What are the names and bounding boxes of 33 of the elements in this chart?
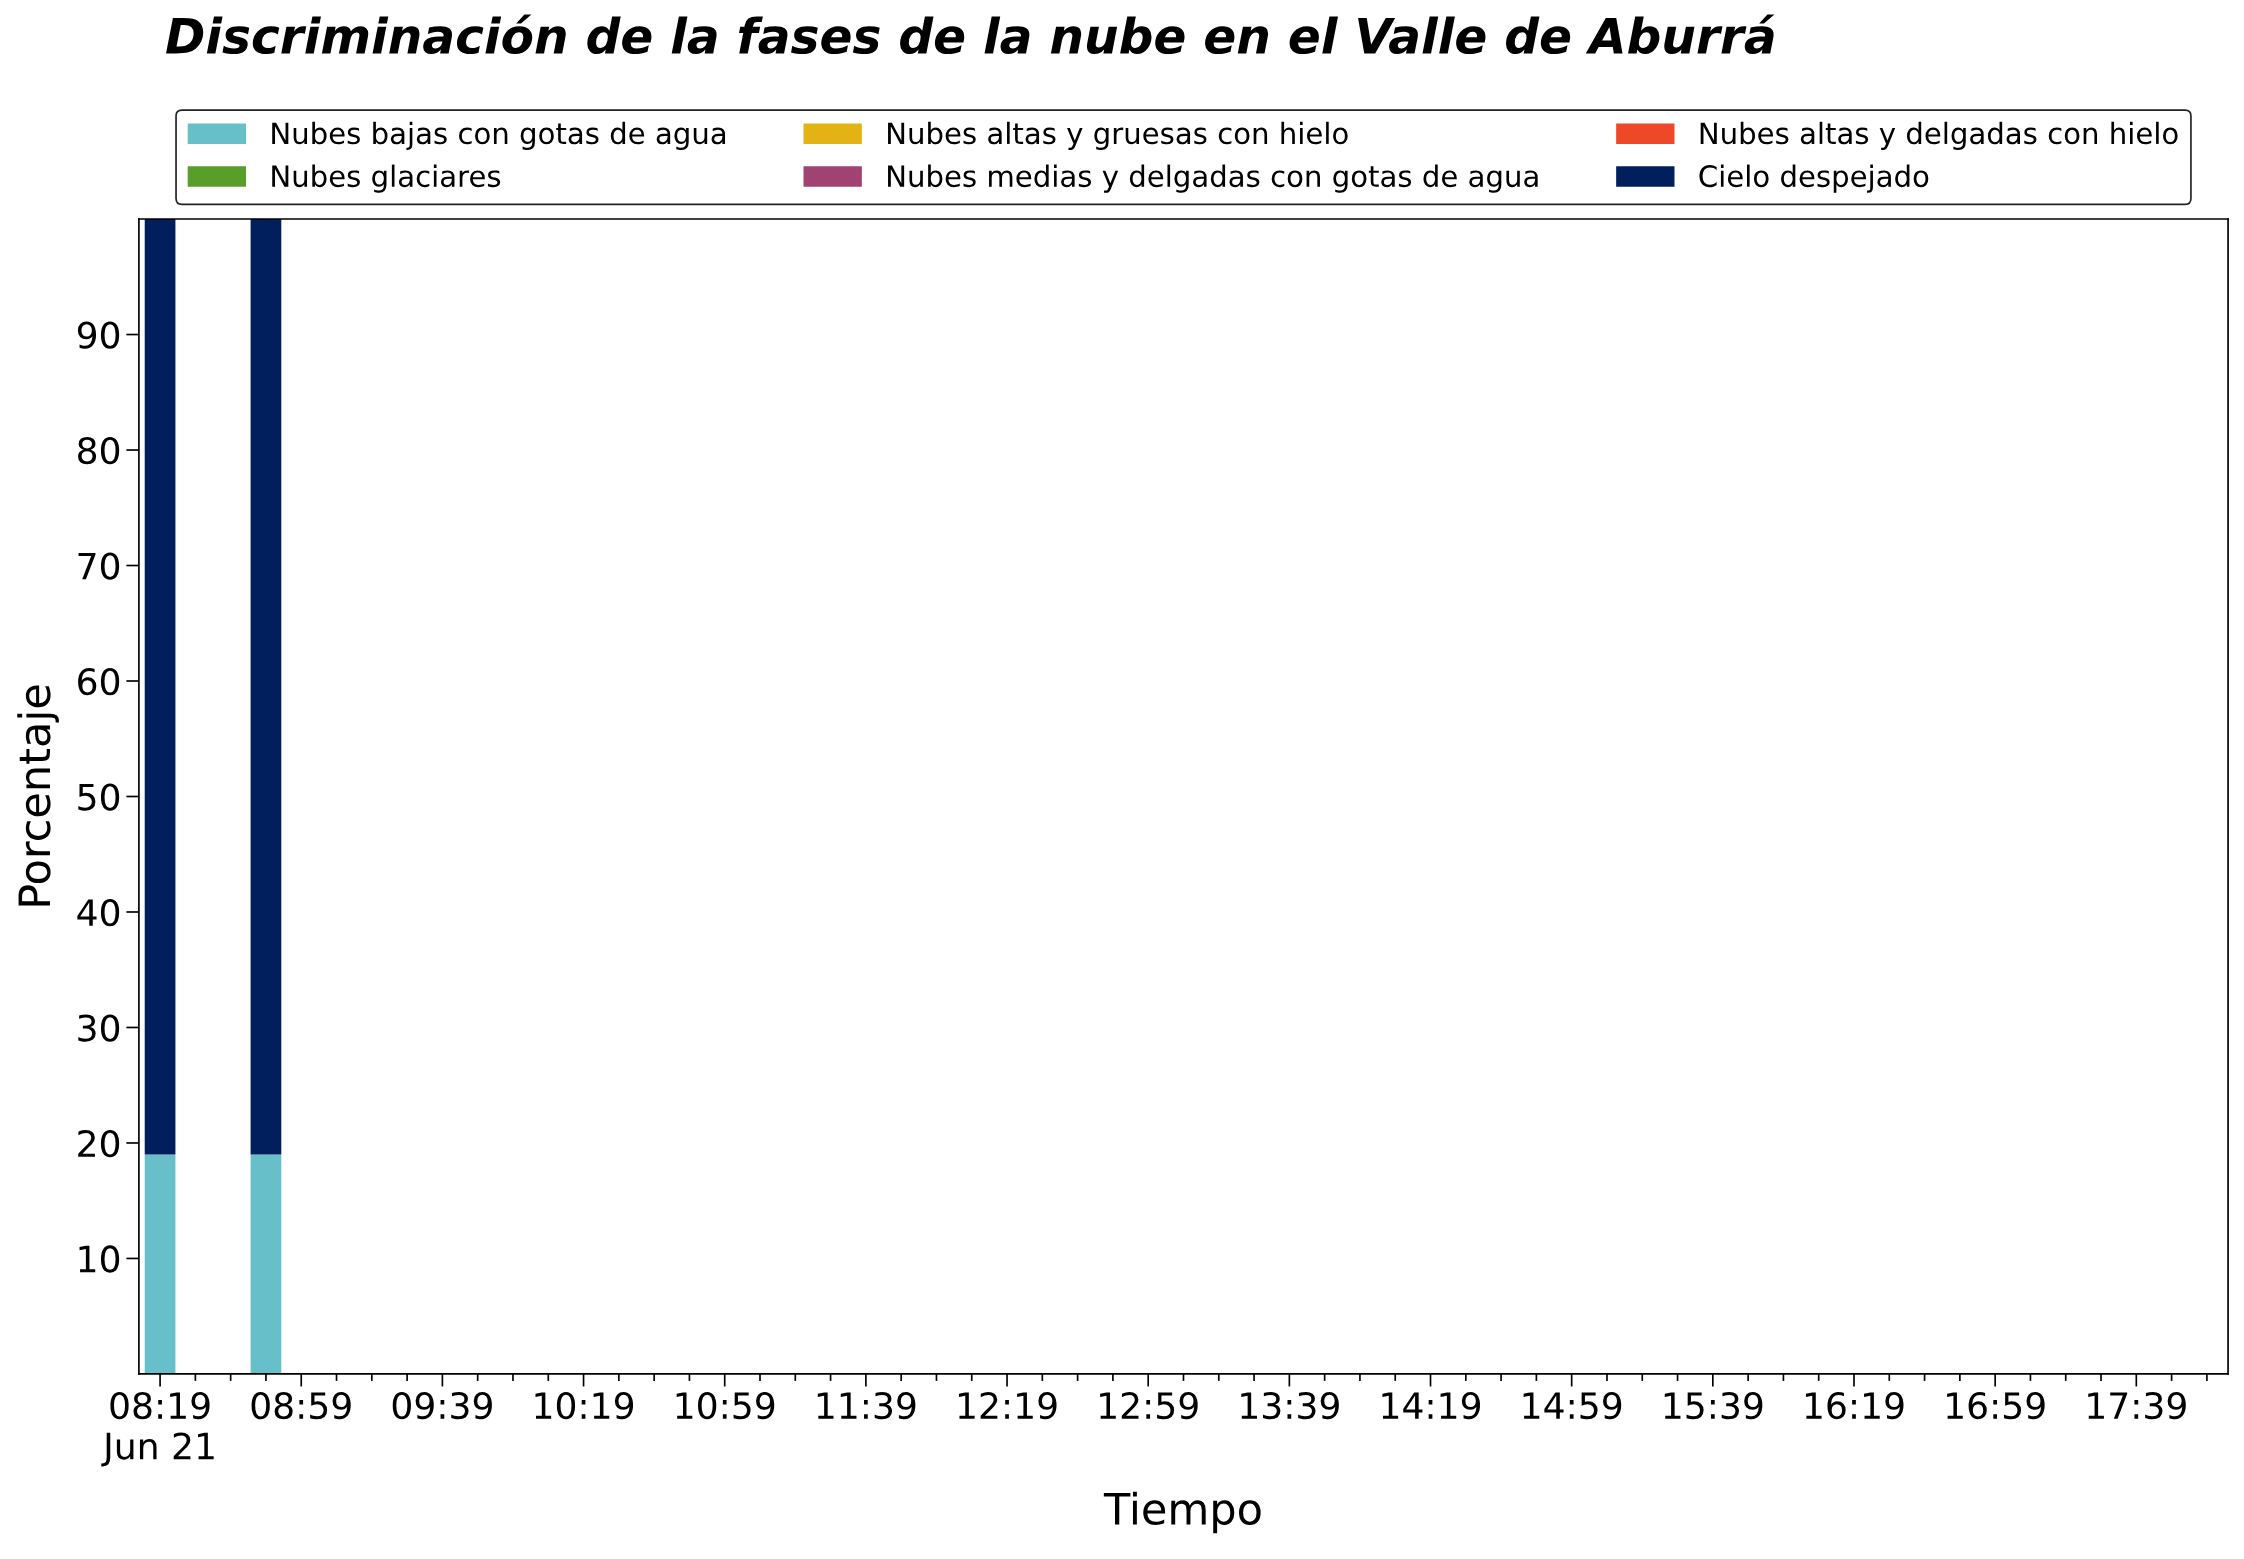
- y-tick-label: 60: [78, 667, 120, 696]
- x-tick-label: 16:19: [1805, 1391, 1904, 1420]
- x-tick-label: 08:19 Jun 21: [101, 1391, 214, 1467]
- legend-label: Nubes medias y delgadas con gotas de agua: [888, 164, 1538, 193]
- x-tick-label: 17:39: [2088, 1391, 2186, 1420]
- x-tick-label: 14:19: [1382, 1391, 1481, 1420]
- y-tick-label: 10: [79, 1245, 120, 1273]
- y-tick-label: 50: [78, 783, 120, 811]
- x-tick-label: 13:39: [1241, 1391, 1339, 1420]
- legend-label: Cielo despejado: [1699, 164, 1929, 193]
- y-tick-label: 70: [78, 552, 120, 580]
- y-tick-label: 30: [78, 1014, 120, 1042]
- x-tick-label: 14:59: [1523, 1391, 1622, 1420]
- legend-label: Nubes bajas con gotas de agua: [272, 121, 726, 150]
- legend-label: Nubes altas y gruesas con hielo: [888, 121, 1348, 150]
- x-tick-label: 16:59: [1947, 1391, 2045, 1420]
- x-tick-label: 09:39: [392, 1391, 492, 1420]
- y-tick-label: 80: [78, 436, 120, 465]
- x-tick-label: 08:59: [251, 1391, 351, 1420]
- x-tick-label: 12:19: [958, 1391, 1057, 1420]
- legend-label: Nubes altas y delgadas con hielo: [1700, 121, 2178, 150]
- x-tick-label: 15:39: [1664, 1391, 1763, 1420]
- y-tick-label: 40: [77, 898, 120, 927]
- y-tick-label: 90: [77, 321, 120, 349]
- legend-label: Nubes glaciares: [272, 164, 501, 193]
- chart-title: Discriminación de la fases de la nube en el Valle de Aburrá: [166, 14, 1775, 55]
- x-tick-label: 11:39: [817, 1391, 916, 1420]
- x-tick-label: 10:59: [676, 1391, 775, 1420]
- y-tick-label: 20: [78, 1129, 120, 1158]
- y-axis-title: Porcentaje: [17, 685, 59, 906]
- x-axis-title: Tiempo: [1103, 1491, 1261, 1534]
- x-tick-label: 10:19: [535, 1391, 634, 1420]
- x-tick-label: 12:59: [1100, 1391, 1198, 1420]
